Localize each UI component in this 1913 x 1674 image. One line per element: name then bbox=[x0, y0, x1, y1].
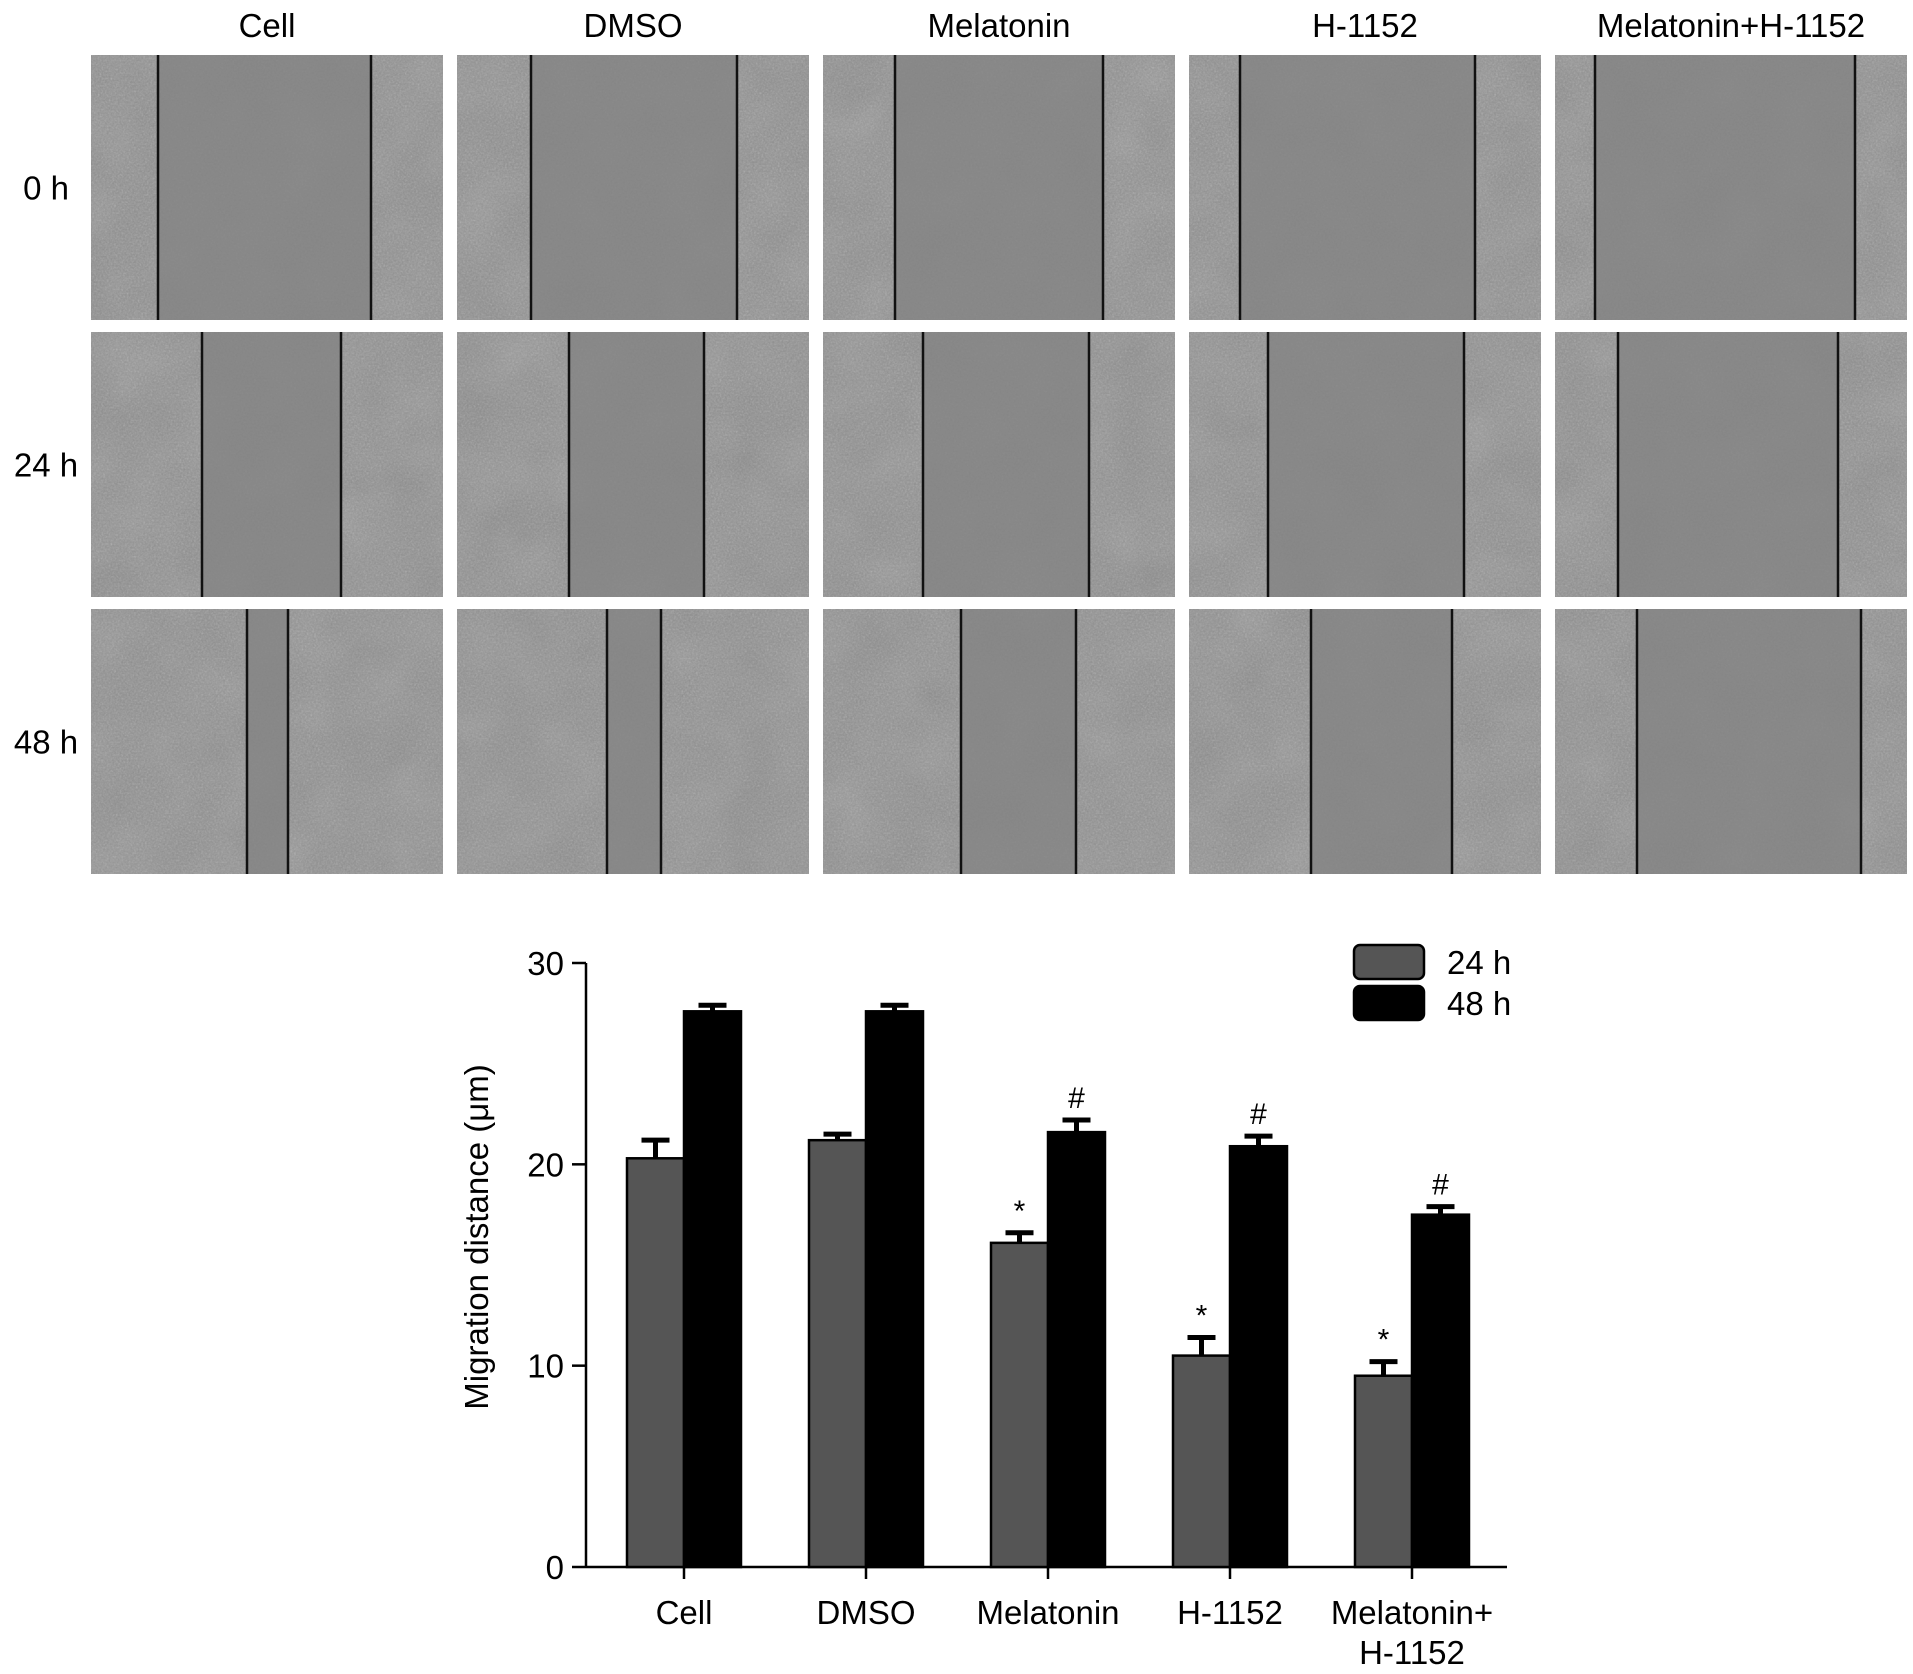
x-axis-ticks: Cell DMSO Melatonin H-1152 Melatonin+H-1152 bbox=[656, 1567, 1493, 1671]
wound-gap bbox=[531, 55, 737, 320]
legend-swatch-24-h bbox=[1352, 943, 1426, 981]
wound-gap bbox=[158, 55, 371, 320]
micrograph-melatonin-h-1152-0-h bbox=[1555, 55, 1907, 320]
bar-series: * * * # # # bbox=[625, 1002, 1471, 1569]
y-tick-label: 20 bbox=[527, 1146, 564, 1183]
y-tick-label: 30 bbox=[527, 945, 564, 982]
significance-marker: # bbox=[1432, 1169, 1449, 1202]
wound-gap bbox=[569, 332, 704, 597]
significance-marker: * bbox=[1378, 1324, 1390, 1357]
significance-marker: # bbox=[1068, 1082, 1085, 1115]
row-label-24-h: 24 h bbox=[14, 447, 78, 484]
wound-gap bbox=[1268, 332, 1464, 597]
micrograph-dmso-48-h bbox=[457, 609, 809, 874]
x-tick-label-h-1152: H-1152 bbox=[1177, 1594, 1283, 1631]
x-tick-label-cell: Cell bbox=[656, 1594, 713, 1631]
micrograph-dmso-24-h bbox=[457, 332, 809, 597]
x-tick-label-melatonin: Melatonin bbox=[976, 1594, 1119, 1631]
wound-gap bbox=[1240, 55, 1475, 320]
legend-label-48-h: 48 h bbox=[1447, 985, 1511, 1022]
bar-48-h-dmso bbox=[864, 1010, 925, 1569]
bar-24-h-melatonin-h-1152 bbox=[1353, 1374, 1414, 1569]
row-label-0-h: 0 h bbox=[23, 170, 69, 207]
wound-gap bbox=[247, 609, 288, 874]
micrograph-h-1152-0-h bbox=[1189, 55, 1541, 320]
micrograph-cell-48-h bbox=[91, 609, 443, 874]
y-axis-ticks: 0 10 20 30 bbox=[527, 945, 586, 1586]
micrograph-cell-0-h bbox=[91, 55, 443, 320]
significance-marker: # bbox=[1250, 1098, 1267, 1131]
wound-gap bbox=[895, 55, 1103, 320]
bar-48-h-melatonin-h-1152 bbox=[1410, 1213, 1471, 1569]
micrograph-cell-24-h bbox=[91, 332, 443, 597]
bar-48-h-melatonin bbox=[1046, 1130, 1107, 1569]
legend: 24 h 48 h bbox=[1352, 943, 1511, 1022]
micrograph-melatonin-h-1152-24-h bbox=[1555, 332, 1907, 597]
column-label-cell: Cell bbox=[239, 7, 296, 44]
micrograph-h-1152-24-h bbox=[1189, 332, 1541, 597]
x-tick-label-melatonin-h-1152: Melatonin+ bbox=[1331, 1594, 1493, 1631]
y-tick-label: 10 bbox=[527, 1348, 564, 1385]
wound-gap bbox=[1637, 609, 1861, 874]
bar-24-h-melatonin bbox=[989, 1241, 1050, 1569]
significance-marker: * bbox=[1014, 1195, 1026, 1228]
significance-marker: * bbox=[1196, 1299, 1208, 1332]
column-label-melatonin-h-1152: Melatonin+H-1152 bbox=[1597, 7, 1865, 44]
bar-48-h-cell bbox=[682, 1010, 743, 1569]
legend-label-24-h: 24 h bbox=[1447, 944, 1511, 981]
column-label-melatonin: Melatonin bbox=[927, 7, 1070, 44]
wound-gap bbox=[202, 332, 341, 597]
column-label-dmso: DMSO bbox=[584, 7, 683, 44]
micrograph-dmso-0-h bbox=[457, 55, 809, 320]
micrograph-melatonin-24-h bbox=[823, 332, 1175, 597]
legend-swatch-48-h bbox=[1352, 984, 1426, 1022]
bar-24-h-cell bbox=[625, 1157, 686, 1569]
wound-gap bbox=[923, 332, 1089, 597]
x-tick-label-dmso: DMSO bbox=[817, 1594, 916, 1631]
bar-24-h-dmso bbox=[807, 1138, 868, 1569]
wound-gap bbox=[1618, 332, 1838, 597]
bar-24-h-h-1152 bbox=[1171, 1354, 1232, 1569]
micrograph-h-1152-48-h bbox=[1189, 609, 1541, 874]
micrograph-melatonin-48-h bbox=[823, 609, 1175, 874]
micrograph-melatonin-0-h bbox=[823, 55, 1175, 320]
column-label-h-1152: H-1152 bbox=[1312, 7, 1418, 44]
y-tick-label: 0 bbox=[546, 1549, 564, 1586]
y-axis-title: Migration distance (μm) bbox=[458, 1064, 495, 1409]
micrograph-grid: Cell DMSO Melatonin H-1152 Melatonin+H-1152 0… bbox=[14, 7, 1907, 874]
wound-gap bbox=[1595, 55, 1855, 320]
wound-gap bbox=[607, 609, 661, 874]
wound-gap bbox=[1311, 609, 1452, 874]
bar-48-h-h-1152 bbox=[1228, 1144, 1289, 1569]
row-label-48-h: 48 h bbox=[14, 724, 78, 761]
micrograph-melatonin-h-1152-48-h bbox=[1555, 609, 1907, 874]
x-tick-label-melatonin-h-1152: H-1152 bbox=[1359, 1634, 1465, 1671]
wound-gap bbox=[961, 609, 1076, 874]
